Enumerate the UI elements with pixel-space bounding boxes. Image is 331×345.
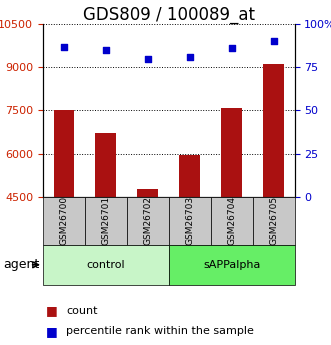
Text: GSM26701: GSM26701	[101, 196, 111, 245]
Text: agent: agent	[3, 258, 40, 271]
Text: GSM26704: GSM26704	[227, 196, 236, 245]
Text: ■: ■	[46, 325, 58, 338]
Text: sAPPalpha: sAPPalpha	[203, 260, 260, 270]
Bar	[54, 110, 74, 326]
Bar	[95, 134, 117, 326]
Bar	[179, 155, 200, 326]
Point	[145, 56, 151, 61]
Point	[229, 46, 234, 51]
Text: control: control	[87, 260, 125, 270]
Text: GSM26705: GSM26705	[269, 196, 278, 245]
Title: GDS809 / 100089_at: GDS809 / 100089_at	[83, 6, 255, 24]
Bar	[263, 65, 284, 326]
Text: GSM26700: GSM26700	[60, 196, 69, 245]
Point	[61, 44, 67, 49]
Text: percentile rank within the sample: percentile rank within the sample	[66, 326, 254, 336]
Text: GSM26703: GSM26703	[185, 196, 194, 245]
Point	[271, 39, 276, 44]
Text: ■: ■	[46, 304, 58, 317]
Text: GSM26702: GSM26702	[143, 196, 152, 245]
Point	[187, 54, 192, 60]
Bar	[221, 108, 242, 326]
Text: count: count	[66, 306, 98, 315]
Bar	[137, 189, 158, 326]
Point	[103, 47, 109, 53]
